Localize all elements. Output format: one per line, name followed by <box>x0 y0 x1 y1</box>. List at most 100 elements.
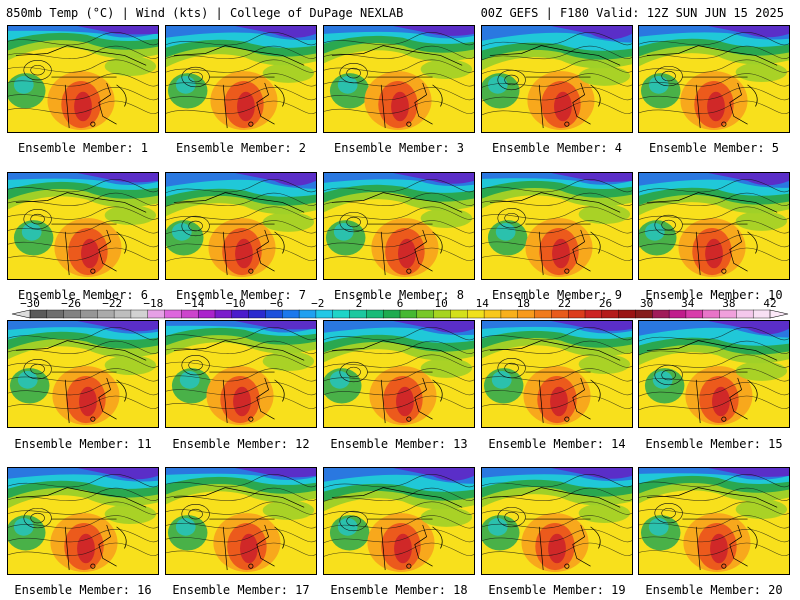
colorbar-swatch <box>483 309 502 319</box>
colorbar-tick-label: −6 <box>270 297 283 310</box>
temperature-map <box>324 26 474 132</box>
ensemble-map-9 <box>481 172 633 280</box>
colorbar-tick-label: −10 <box>226 297 246 310</box>
temperature-map <box>8 173 158 279</box>
temperature-map <box>482 26 632 132</box>
temperature-map <box>324 468 474 574</box>
map-title: 850mb Temp (°C) | Wind (kts) | College o… <box>6 6 404 20</box>
ensemble-map-10 <box>638 172 790 280</box>
ensemble-member-caption: Ensemble Member: 8 <box>333 288 465 302</box>
colorbar-tick-label: −14 <box>185 297 205 310</box>
colorbar-tick-label: 38 <box>722 297 735 310</box>
ensemble-member-caption: Ensemble Member: 1 <box>17 141 149 155</box>
temperature-map <box>324 173 474 279</box>
colorbar-tick-label: −22 <box>102 297 122 310</box>
colorbar-swatch <box>214 309 233 319</box>
temperature-map <box>482 468 632 574</box>
temperature-map <box>482 173 632 279</box>
colorbar-svg: −30 −26 −22 −18 −14 −10 −6 −2 2 6 10 14 18 22 26 30 34 38… <box>11 297 789 319</box>
ensemble-map-20 <box>638 467 790 575</box>
colorbar-tick-label: 14 <box>476 297 490 310</box>
ensemble-member-caption: Ensemble Member: 12 <box>172 437 310 451</box>
ensemble-map-7 <box>165 172 317 280</box>
colorbar-tick-label: 26 <box>599 297 612 310</box>
colorbar-swatch <box>601 309 620 319</box>
ensemble-member-caption: Ensemble Member: 11 <box>14 437 152 451</box>
colorbar-swatch <box>113 309 132 319</box>
colorbar-swatch <box>534 309 552 319</box>
ensemble-member-caption: Ensemble Member: 18 <box>330 583 468 597</box>
colorbar-tick-label: −18 <box>143 297 163 310</box>
colorbar-tick-label: 34 <box>681 297 695 310</box>
colorbar-tick-label: 10 <box>434 297 447 310</box>
ensemble-member-caption: Ensemble Member: 7 <box>175 288 307 302</box>
colorbar-swatch <box>567 309 586 319</box>
colorbar-swatch <box>719 309 737 319</box>
colorbar-swatch <box>366 309 384 319</box>
temperature-map <box>639 468 789 574</box>
ensemble-member-caption: Ensemble Member: 19 <box>488 583 626 597</box>
colorbar-swatch <box>315 309 334 319</box>
colorbar-swatch <box>702 309 721 319</box>
run-valid-time: 00Z GEFS | F180 Valid: 12Z SUN JUN 15 20… <box>480 6 784 20</box>
colorbar-tick-label: 18 <box>517 297 530 310</box>
ensemble-member-caption: Ensemble Member: 20 <box>645 583 783 597</box>
ensemble-map-8 <box>323 172 475 280</box>
colorbar-tick-label: 42 <box>763 297 776 310</box>
colorbar-tick-label: −30 <box>20 297 40 310</box>
colorbar-swatch <box>517 309 536 319</box>
ensemble-member-caption: Ensemble Member: 2 <box>175 141 307 155</box>
ensemble-member-caption: Ensemble Member: 14 <box>488 437 626 451</box>
colorbar-swatch <box>433 309 451 319</box>
colorbar-swatch <box>450 309 468 319</box>
temperature-map <box>166 468 316 574</box>
temperature-colorbar: −30 −26 −22 −18 −14 −10 −6 −2 2 6 10 14 18 22 26 30 34 38… <box>8 297 792 323</box>
colorbar-swatch <box>164 309 182 319</box>
colorbar-tick-label: −2 <box>311 297 324 310</box>
colorbar-swatch <box>63 309 81 319</box>
colorbar-swatch <box>382 309 401 319</box>
colorbar-swatch <box>635 309 653 319</box>
temperature-map <box>639 321 789 427</box>
ensemble-map-1 <box>7 25 159 133</box>
header-bar: 850mb Temp (°C) | Wind (kts) | College o… <box>0 0 800 24</box>
temperature-map <box>166 26 316 132</box>
colorbar-swatch <box>416 309 435 319</box>
ensemble-map-18 <box>323 467 475 575</box>
ensemble-map-6 <box>7 172 159 280</box>
colorbar-swatch <box>80 309 98 319</box>
temperature-map <box>8 468 158 574</box>
colorbar-right-arrow <box>769 309 789 319</box>
temperature-map <box>324 321 474 427</box>
colorbar-tick-label: 30 <box>640 297 653 310</box>
colorbar-swatch <box>248 309 266 319</box>
ensemble-map-16 <box>7 467 159 575</box>
colorbar-swatch <box>97 309 115 319</box>
ensemble-map-3 <box>323 25 475 133</box>
temperature-map <box>166 173 316 279</box>
colorbar-swatch <box>652 309 670 319</box>
ensemble-map-4 <box>481 25 633 133</box>
colorbar-swatch <box>668 309 687 319</box>
temperature-map <box>8 321 158 427</box>
ensemble-member-caption: Ensemble Member: 13 <box>330 437 468 451</box>
colorbar-tick-label: 22 <box>558 297 571 310</box>
ensemble-map-12 <box>165 320 317 428</box>
colorbar-swatch <box>147 309 166 319</box>
colorbar-swatch <box>181 309 199 319</box>
colorbar-swatch <box>618 309 636 319</box>
colorbar-swatch <box>332 309 351 319</box>
colorbar-swatch <box>736 309 754 319</box>
colorbar-swatch <box>282 309 300 319</box>
ensemble-map-13 <box>323 320 475 428</box>
temperature-map <box>639 173 789 279</box>
ensemble-map-17 <box>165 467 317 575</box>
colorbar-swatch <box>298 309 317 319</box>
ensemble-member-caption: Ensemble Member: 4 <box>491 141 623 155</box>
colorbar-swatch <box>500 309 519 319</box>
colorbar-swatch <box>265 309 283 319</box>
colorbar-swatch <box>584 309 603 319</box>
temperature-map <box>166 321 316 427</box>
ensemble-map-14 <box>481 320 633 428</box>
ensemble-map-19 <box>481 467 633 575</box>
